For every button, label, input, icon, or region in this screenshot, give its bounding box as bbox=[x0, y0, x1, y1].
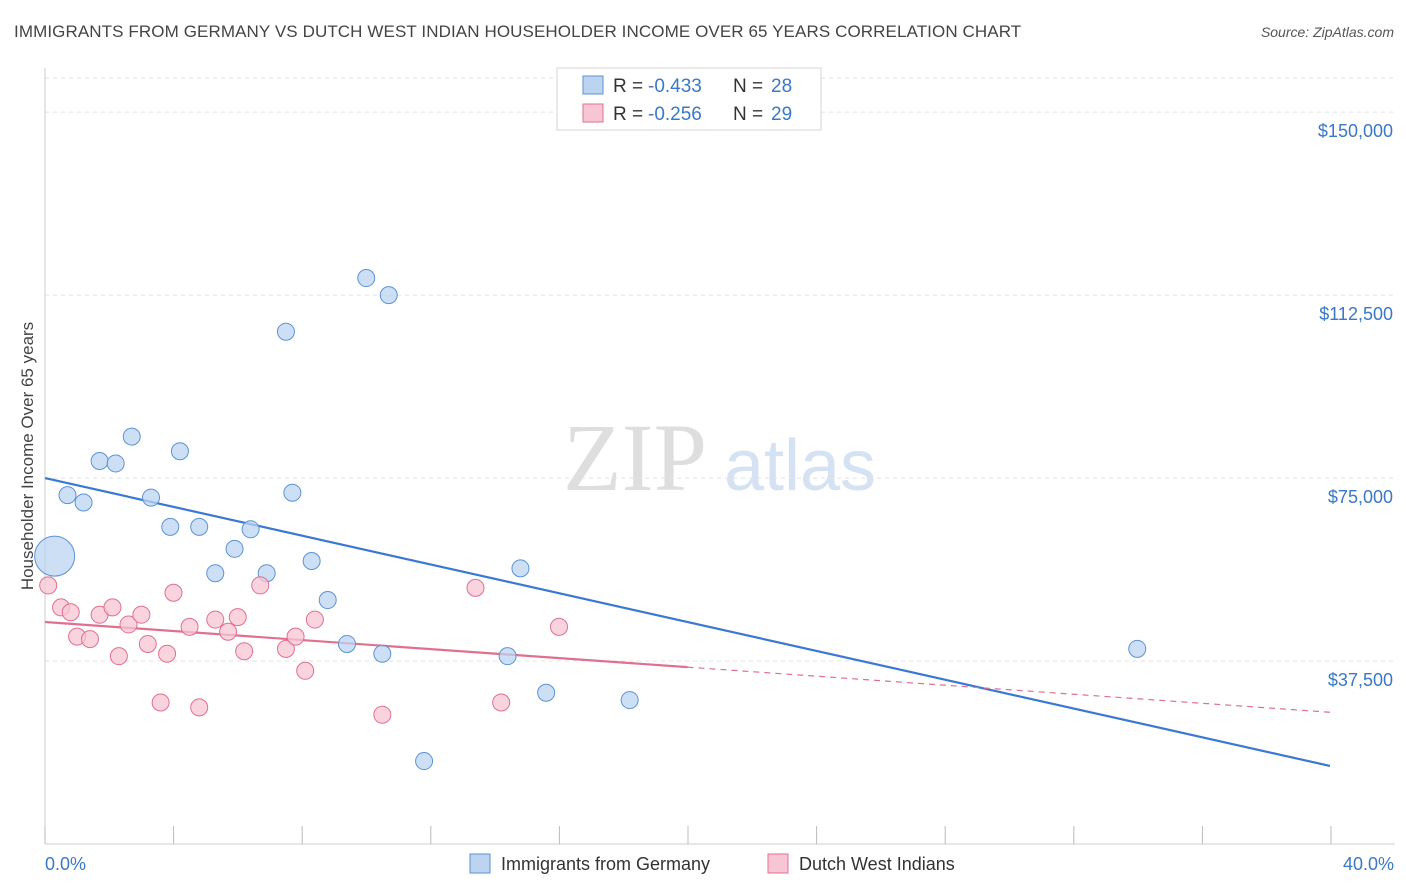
point-dutch-west-indian bbox=[373, 705, 392, 724]
point-dutch-west-indian bbox=[39, 576, 58, 595]
legend-n-value-2: 29 bbox=[771, 104, 792, 125]
point-germany bbox=[357, 269, 376, 288]
point-germany bbox=[373, 644, 392, 663]
point-dutch-west-indian bbox=[151, 693, 170, 712]
watermark-zip: ZIP bbox=[563, 404, 707, 511]
legend-n-label-2: N = bbox=[733, 104, 763, 125]
point-germany bbox=[537, 683, 556, 702]
legend-r-label-2: R = bbox=[613, 104, 643, 125]
point-dutch-west-indian bbox=[251, 576, 270, 595]
point-dutch-west-indian bbox=[138, 634, 157, 653]
point-germany bbox=[206, 564, 225, 583]
point-germany bbox=[337, 634, 356, 653]
trend-line-solid-1 bbox=[44, 620, 688, 669]
bottom-legend: Immigrants from Germany Dutch West India… bbox=[469, 853, 955, 874]
y-tick-label: $37,500 bbox=[1328, 670, 1393, 690]
point-germany bbox=[122, 427, 141, 446]
trend-lines bbox=[44, 477, 1331, 768]
y-tick-label: $150,000 bbox=[1318, 121, 1393, 141]
point-germany bbox=[34, 535, 76, 577]
point-germany bbox=[161, 517, 180, 536]
point-dutch-west-indian bbox=[492, 693, 511, 712]
point-dutch-west-indian bbox=[109, 647, 128, 666]
point-germany bbox=[1128, 639, 1147, 658]
point-dutch-west-indian bbox=[132, 605, 151, 624]
trend-line-0 bbox=[44, 477, 1331, 768]
legend: R = -0.433 N = 28 R = -0.256 N = 29 bbox=[556, 67, 822, 131]
point-dutch-west-indian bbox=[206, 610, 225, 629]
point-dutch-west-indian bbox=[119, 615, 138, 634]
point-germany bbox=[498, 647, 517, 666]
source-label: Source: ZipAtlas.com bbox=[1260, 24, 1394, 40]
bottom-legend-swatch-dutch bbox=[767, 853, 789, 874]
point-germany bbox=[276, 322, 295, 341]
legend-swatch-dutch-west-indian bbox=[582, 103, 604, 123]
x-tick-label: 0.0% bbox=[45, 854, 86, 874]
point-dutch-west-indian bbox=[550, 617, 568, 636]
point-dutch-west-indian bbox=[158, 644, 177, 663]
point-germany bbox=[318, 591, 337, 610]
point-dutch-west-indian bbox=[180, 617, 199, 636]
x-tick-label: 40.0% bbox=[1343, 854, 1394, 874]
legend-n-label-1: N = bbox=[733, 76, 763, 97]
point-germany bbox=[379, 286, 398, 305]
point-dutch-west-indian bbox=[466, 578, 485, 597]
point-germany bbox=[106, 454, 125, 473]
point-germany bbox=[90, 452, 109, 470]
y-tick-label: $112,500 bbox=[1319, 304, 1393, 324]
bottom-legend-label-germany: Immigrants from Germany bbox=[501, 854, 710, 874]
point-germany bbox=[620, 691, 639, 710]
point-dutch-west-indian bbox=[235, 642, 254, 661]
point-germany bbox=[190, 517, 209, 536]
legend-n-value-1: 28 bbox=[771, 76, 792, 97]
axes bbox=[44, 68, 1395, 845]
y-tick-label: $75,000 bbox=[1328, 487, 1393, 507]
watermark-atlas: atlas bbox=[724, 426, 876, 506]
point-dutch-west-indian bbox=[286, 627, 305, 646]
point-germany bbox=[142, 488, 161, 507]
point-germany bbox=[225, 539, 244, 558]
point-dutch-west-indian bbox=[276, 639, 295, 658]
point-dutch-west-indian bbox=[296, 661, 315, 680]
point-dutch-west-indian bbox=[164, 583, 183, 602]
point-dutch-west-indian bbox=[190, 698, 209, 717]
point-germany bbox=[241, 520, 260, 539]
grid-lines bbox=[45, 77, 1395, 662]
legend-swatch-germany bbox=[582, 75, 604, 95]
point-dutch-west-indian bbox=[103, 598, 122, 617]
trend-line-dashed-1 bbox=[687, 666, 1331, 713]
point-dutch-west-indian bbox=[80, 630, 99, 649]
point-germany bbox=[415, 752, 434, 771]
point-germany bbox=[170, 442, 189, 461]
point-germany bbox=[74, 493, 93, 512]
point-dutch-west-indian bbox=[219, 622, 238, 641]
point-dutch-west-indian bbox=[228, 608, 247, 627]
bottom-legend-swatch-germany bbox=[469, 853, 491, 874]
bottom-legend-label-dutch: Dutch West Indians bbox=[799, 854, 955, 874]
y-axis-label: Householder Income Over 65 years bbox=[18, 322, 37, 590]
point-germany bbox=[283, 483, 302, 502]
tick-labels: $37,500 $75,000 $112,500 $150,000 0.0% 40.0% bbox=[45, 121, 1394, 874]
data-points bbox=[34, 269, 1147, 771]
point-dutch-west-indian bbox=[61, 603, 80, 622]
legend-r-label-1: R = bbox=[613, 76, 643, 97]
point-germany bbox=[511, 559, 530, 578]
legend-r-value-1: -0.433 bbox=[648, 76, 702, 97]
point-dutch-west-indian bbox=[305, 610, 324, 629]
legend-r-value-2: -0.256 bbox=[648, 104, 702, 125]
point-germany bbox=[58, 486, 77, 505]
chart-title: IMMIGRANTS FROM GERMANY VS DUTCH WEST IN… bbox=[14, 22, 1022, 41]
point-germany bbox=[302, 552, 321, 571]
